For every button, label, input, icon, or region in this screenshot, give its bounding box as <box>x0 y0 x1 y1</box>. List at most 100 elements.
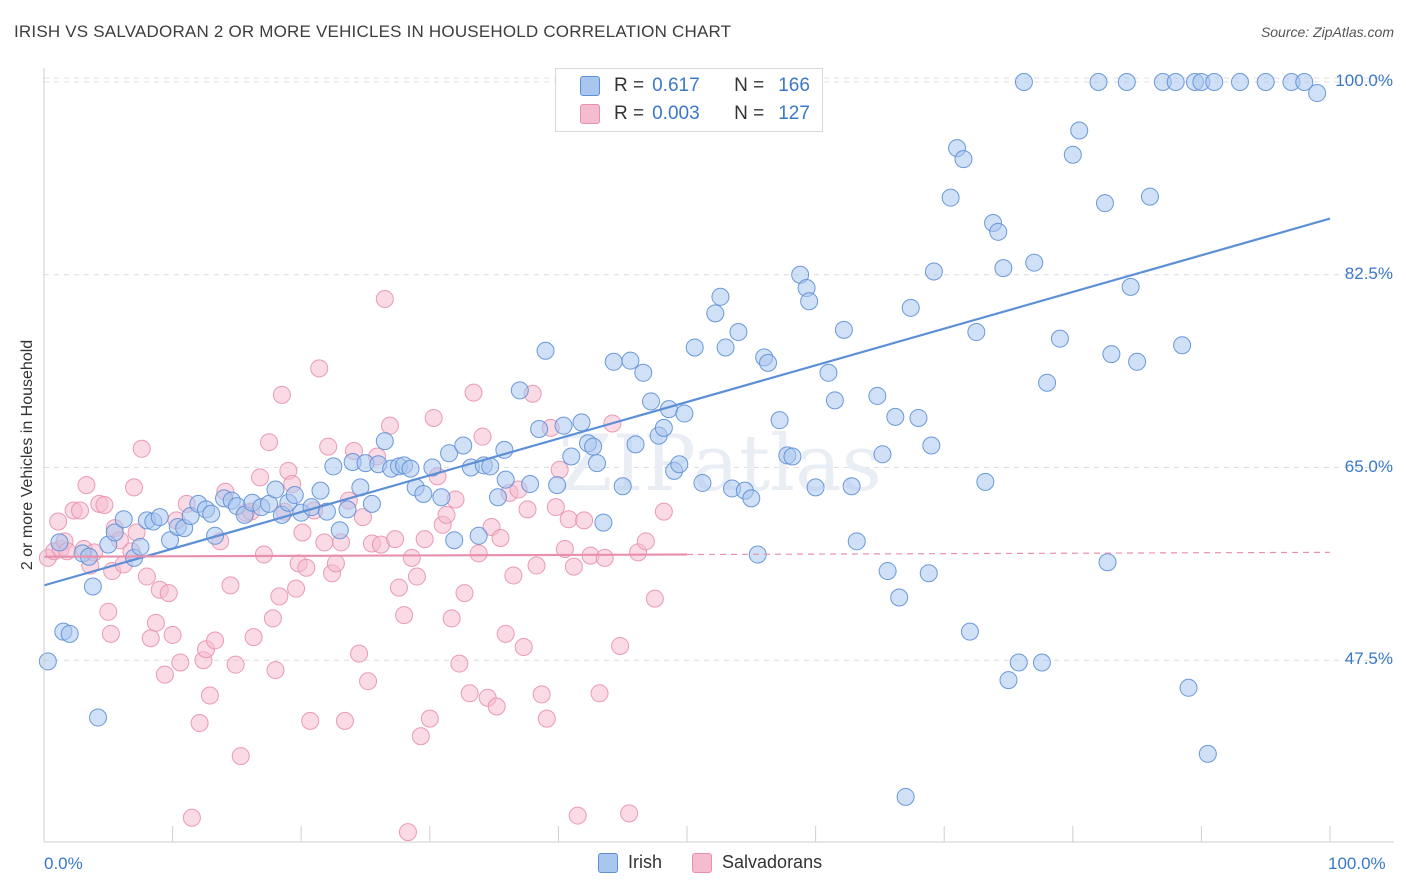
point-irish <box>1121 277 1140 296</box>
point-salvadorans <box>125 478 144 497</box>
point-irish <box>1098 553 1117 572</box>
point-salvadorans <box>49 512 68 531</box>
point-salvadorans <box>260 433 279 452</box>
legend-n-value: 166 <box>778 75 810 96</box>
point-irish <box>1095 194 1114 213</box>
point-irish <box>83 577 102 596</box>
point-salvadorans <box>141 629 160 648</box>
legend-swatch-salvadorans <box>580 104 600 124</box>
legend-label-irish: Irish <box>628 852 663 872</box>
point-salvadorans <box>319 437 338 456</box>
legend-item-irish[interactable]: Irish <box>598 852 662 873</box>
point-irish <box>685 338 704 357</box>
point-salvadorans <box>159 584 178 603</box>
point-salvadorans <box>359 672 378 691</box>
point-irish <box>554 416 573 435</box>
point-irish <box>770 411 789 430</box>
point-salvadorans <box>389 578 408 597</box>
point-salvadorans <box>226 655 245 674</box>
point-irish <box>548 476 567 495</box>
point-irish <box>131 537 150 556</box>
point-irish <box>800 292 819 311</box>
point-salvadorans <box>287 579 306 598</box>
point-salvadorans <box>559 510 578 529</box>
point-salvadorans <box>636 532 655 551</box>
point-irish <box>878 562 897 581</box>
point-salvadorans <box>132 439 151 458</box>
point-salvadorans <box>266 661 285 680</box>
point-irish <box>613 477 632 496</box>
point-salvadorans <box>532 685 551 704</box>
y-tick-label: 65.0% <box>1344 456 1393 476</box>
point-irish <box>626 435 645 454</box>
point-irish <box>330 521 349 540</box>
point-irish <box>783 447 802 466</box>
point-irish <box>594 513 613 532</box>
point-salvadorans <box>407 567 426 586</box>
point-irish <box>1025 253 1044 272</box>
point-irish <box>1128 352 1147 371</box>
point-salvadorans <box>137 567 156 586</box>
point-irish <box>375 432 394 451</box>
point-salvadorans <box>464 383 483 402</box>
legend-n-label: N = <box>734 103 765 124</box>
point-salvadorans <box>437 505 456 524</box>
point-salvadorans <box>350 644 369 663</box>
point-irish <box>1308 84 1327 103</box>
legend-label-salvadorans: Salvadorans <box>722 852 823 872</box>
point-irish <box>530 419 549 438</box>
point-irish <box>496 470 515 489</box>
point-salvadorans <box>473 427 492 446</box>
point-irish <box>445 531 464 550</box>
legend-item-salvadorans[interactable]: Salvadorans <box>692 852 822 873</box>
point-salvadorans <box>460 684 479 703</box>
point-salvadorans <box>301 711 320 730</box>
legend-row-salvadorans: R = 0.003 N = 127 <box>580 101 810 127</box>
point-salvadorans <box>564 557 583 576</box>
point-irish <box>362 494 381 513</box>
point-irish <box>1038 373 1057 392</box>
point-salvadorans <box>206 631 225 650</box>
point-irish <box>1063 145 1082 164</box>
point-irish <box>572 413 591 432</box>
point-irish <box>202 504 221 523</box>
point-irish <box>423 458 442 477</box>
y-tick-label: 82.5% <box>1344 263 1393 283</box>
point-irish <box>842 477 861 496</box>
point-irish <box>873 445 892 464</box>
point-salvadorans <box>380 416 399 435</box>
point-irish <box>1102 345 1121 364</box>
point-salvadorans <box>527 556 546 575</box>
point-salvadorans <box>442 609 461 628</box>
point-irish <box>919 564 938 583</box>
point-salvadorans <box>420 709 439 728</box>
point-salvadorans <box>182 808 201 827</box>
point-salvadorans <box>518 500 537 519</box>
legend-swatch-irish <box>598 852 618 873</box>
point-irish <box>536 341 555 360</box>
legend-n-label: N = <box>734 75 765 96</box>
point-irish <box>1089 73 1108 92</box>
point-salvadorans <box>95 495 114 514</box>
point-irish <box>693 473 712 492</box>
point-irish <box>670 455 689 474</box>
point-irish <box>1205 73 1224 92</box>
point-salvadorans <box>575 511 594 530</box>
point-salvadorans <box>611 636 630 655</box>
point-salvadorans <box>171 653 190 672</box>
point-irish <box>150 508 169 527</box>
point-salvadorans <box>491 529 510 548</box>
y-tick-label: 47.5% <box>1344 649 1393 669</box>
point-irish <box>1070 121 1089 140</box>
point-irish <box>886 407 905 426</box>
point-irish <box>989 222 1008 241</box>
point-irish <box>634 363 653 382</box>
legend-r-label: R = <box>614 75 645 96</box>
point-irish <box>1117 73 1136 92</box>
legend-row-irish: R = 0.617 N = 166 <box>580 73 810 99</box>
source-credit[interactable]: Source: ZipAtlas.com <box>1260 24 1394 40</box>
axes <box>43 68 1394 843</box>
point-salvadorans <box>146 613 165 632</box>
point-irish <box>654 418 673 437</box>
